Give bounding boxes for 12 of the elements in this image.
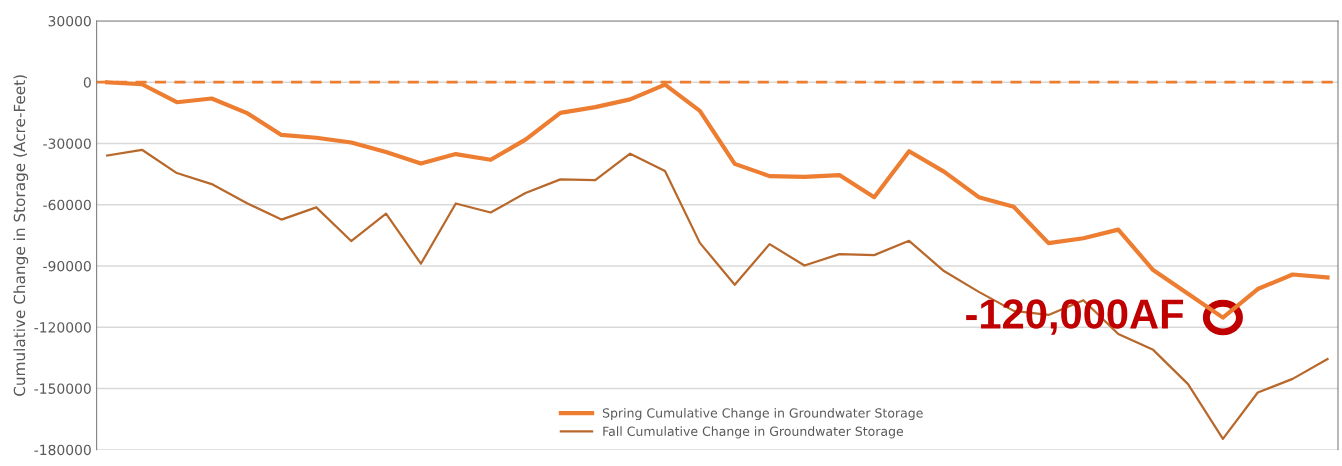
y-axis-title: Cumulative Change in Storage (Acre-Feet)	[13, 75, 29, 396]
y-tick-label: -120000	[34, 322, 91, 333]
y-tick-label: -60000	[43, 199, 91, 211]
line-series	[105, 148, 1329, 440]
y-tick-label: -30000	[43, 138, 91, 149]
y-tick-label: 0	[83, 77, 91, 88]
legend-label: Fall Cumulative Change in Groundwater Storage	[603, 426, 904, 439]
y-tick-label: -90000	[43, 260, 91, 272]
y-tick-label: -180000	[34, 444, 91, 456]
legend-label: Spring Cumulative Change in Groundwater Storage	[602, 407, 923, 421]
y-tick-label: 30000	[48, 15, 91, 27]
y-tick-label: -150000	[34, 383, 91, 394]
